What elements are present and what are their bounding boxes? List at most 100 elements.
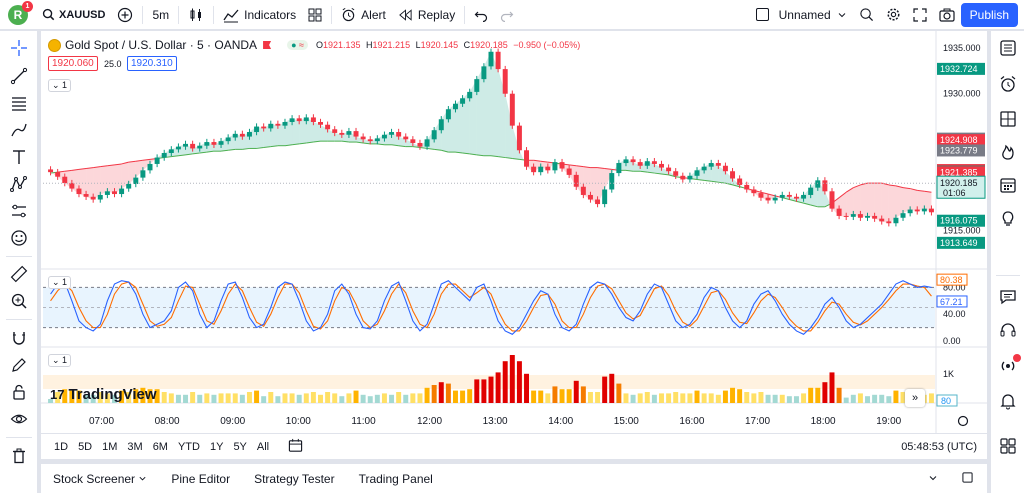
fib-tool[interactable] [8,92,30,114]
stoch-d-line[interactable] [50,281,932,332]
candle-body[interactable] [580,186,586,195]
watchlist-button[interactable] [997,37,1019,59]
candle-body[interactable] [197,145,203,149]
tab-pine-editor[interactable]: Pine Editor [171,471,231,486]
candle-body[interactable] [865,215,870,218]
magnet-tool[interactable] [8,327,30,349]
candle-body[interactable] [808,187,814,195]
candle-body[interactable] [836,208,842,216]
candle-body[interactable] [396,132,402,137]
range-button-5y[interactable]: 5Y [233,440,247,453]
candle-body[interactable] [722,165,728,172]
candle-body[interactable] [609,173,615,190]
layouts-button[interactable] [302,0,328,30]
forecast-tool[interactable] [8,200,30,222]
candle-body[interactable] [509,93,515,126]
settings-button[interactable] [880,0,907,30]
candle-body[interactable] [410,139,416,143]
candle-body[interactable] [687,175,693,180]
stay-in-drawing-tool[interactable] [8,354,30,376]
candle-body[interactable] [758,193,764,198]
candle-body[interactable] [907,209,913,214]
candle-body[interactable] [310,117,316,122]
user-avatar[interactable]: R 1 [8,0,33,25]
alerts-panel-button[interactable] [997,73,1019,95]
candle-body[interactable] [474,79,480,92]
candle-body[interactable] [460,98,466,104]
measure-tool[interactable] [8,263,30,285]
candle-body[interactable] [900,213,906,218]
candle-body[interactable] [715,163,721,166]
zoom-tool[interactable] [8,290,30,312]
candle-body[interactable] [104,191,110,195]
candle-body[interactable] [403,136,409,140]
candle-body[interactable] [112,191,117,195]
brush-tool[interactable] [8,119,30,141]
notifications-button[interactable] [997,390,1019,412]
candle-body[interactable] [83,194,89,197]
candle-body[interactable] [651,161,657,164]
candle-body[interactable] [339,132,345,135]
candle-body[interactable] [765,197,771,201]
candle-body[interactable] [666,167,672,172]
remove-tool[interactable] [8,445,30,467]
candle-body[interactable] [261,126,267,129]
candle-body[interactable] [680,175,686,180]
redo-button[interactable] [494,0,520,30]
candle-body[interactable] [360,136,366,140]
candle-body[interactable] [367,139,373,142]
candle-body[interactable] [289,118,295,122]
candle-body[interactable] [119,188,125,195]
candle-body[interactable] [616,163,622,174]
candle-body[interactable] [531,166,537,173]
undo-button[interactable] [468,0,494,30]
text-tool[interactable] [8,146,30,168]
candle-body[interactable] [218,141,224,145]
candle-body[interactable] [154,157,160,164]
alert-button[interactable]: Alert [335,0,392,30]
candle-body[interactable] [190,143,196,149]
pattern-tool[interactable] [8,173,30,195]
snapshot-button[interactable] [933,0,961,30]
candle-body[interactable] [602,189,608,205]
tools-menu-button[interactable] [997,435,1019,457]
candle-body[interactable] [90,196,96,200]
data-window-button[interactable] [997,108,1019,130]
candle-body[interactable] [147,163,153,171]
interval-button[interactable]: 5m [152,7,170,22]
candle-body[interactable] [275,123,281,126]
collapse-stoch-pane-button[interactable]: ⌄ 1 [48,276,72,289]
candle-body[interactable] [325,124,331,130]
candle-body[interactable] [133,177,139,185]
candle-body[interactable] [175,146,181,150]
candle-body[interactable] [495,51,501,70]
candle-body[interactable] [637,162,643,166]
candle-body[interactable] [318,121,323,125]
candle-body[interactable] [552,162,558,171]
candle-body[interactable] [232,133,238,138]
range-button-3m[interactable]: 3M [127,440,143,453]
candle-body[interactable] [630,159,636,163]
candle-body[interactable] [381,134,387,139]
candle-body[interactable] [886,221,892,224]
candle-body[interactable] [62,176,68,184]
candle-body[interactable] [239,133,245,137]
tab-trading-panel[interactable]: Trading Panel [358,471,433,486]
candle-body[interactable] [225,137,231,142]
candle-body[interactable] [126,184,132,189]
symbol-title[interactable]: Gold Spot / U.S. Dollar · 5 · OANDA [65,38,258,52]
candle-body[interactable] [573,174,579,187]
date-range-button[interactable] [288,438,303,456]
candle-body[interactable] [673,171,679,176]
lock-tool[interactable] [8,381,30,403]
hotlists-button[interactable] [997,141,1019,163]
candle-body[interactable] [502,69,508,94]
candle-body[interactable] [921,208,927,212]
candle-body[interactable] [204,142,210,146]
candle-body[interactable] [701,166,707,171]
candle-body[interactable] [183,143,189,147]
candle-body[interactable] [595,199,601,205]
candle-body[interactable] [772,197,778,201]
candle-body[interactable] [332,129,338,133]
range-button-6m[interactable]: 6M [152,440,168,453]
